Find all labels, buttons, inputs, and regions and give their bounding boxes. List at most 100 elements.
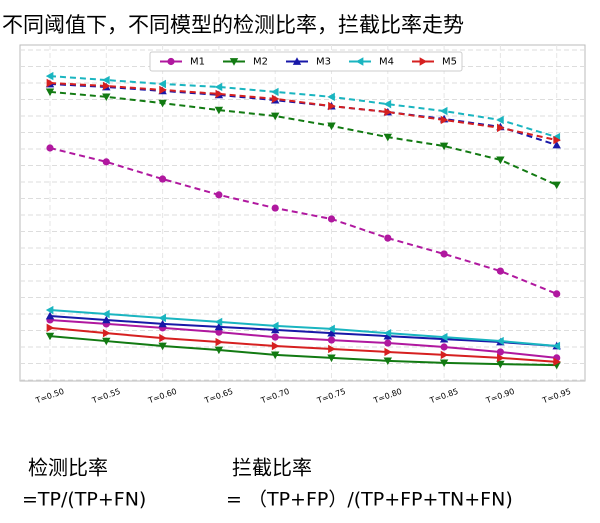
data-point [271, 351, 280, 360]
data-point [327, 92, 335, 102]
data-point [383, 357, 392, 366]
data-point [439, 332, 448, 342]
series-detection [46, 78, 561, 145]
series-interception [46, 323, 561, 367]
data-point [271, 325, 280, 334]
data-point [46, 144, 54, 152]
data-point [439, 142, 449, 151]
data-point [159, 85, 167, 95]
data-point [355, 57, 364, 66]
legend: M1 M2 M3 M4 M5 [149, 51, 463, 72]
annotation-label: 检测比率 [28, 456, 108, 480]
data-point [102, 328, 111, 338]
chart-title: 不同阈值下，不同模型的检测比率，拦截比率走势 [2, 13, 464, 37]
annotation-label: 拦截比率 [232, 456, 312, 480]
data-point [496, 336, 504, 346]
data-point [439, 106, 448, 116]
data-point [46, 78, 55, 88]
plot-frame [19, 44, 586, 382]
series-detection [45, 88, 561, 190]
data-point [497, 123, 505, 133]
data-point [328, 101, 336, 111]
plot-lines [45, 71, 561, 370]
line [49, 318, 557, 359]
data-point [327, 328, 336, 337]
data-point [327, 354, 336, 363]
data-point [271, 321, 279, 331]
data-point [497, 353, 505, 363]
data-point [214, 82, 223, 92]
series-detection [46, 144, 561, 298]
data-point [383, 331, 392, 340]
series-interception [45, 332, 561, 370]
data-point [102, 158, 110, 166]
line [49, 147, 558, 295]
data-point [159, 175, 167, 183]
data-point [271, 112, 280, 121]
data-point [383, 328, 392, 338]
data-point [102, 81, 111, 91]
data-point [439, 359, 449, 368]
data-point [45, 88, 55, 97]
data-point [327, 336, 336, 344]
legend-label: M4 [379, 57, 394, 68]
data-point [102, 315, 111, 324]
data-point [167, 57, 175, 66]
data-point [384, 347, 392, 357]
line [49, 309, 557, 348]
data-point [45, 311, 55, 320]
data-point [45, 305, 54, 315]
data-point [327, 324, 335, 334]
legend-label: M5 [442, 57, 457, 68]
data-point [271, 333, 279, 341]
data-point [440, 350, 449, 360]
data-point [102, 337, 111, 346]
series-interception [45, 305, 561, 351]
data-point [45, 332, 55, 341]
data-point [158, 79, 166, 89]
data-point [102, 309, 110, 319]
data-point [384, 339, 392, 347]
line [49, 335, 557, 367]
data-point [496, 267, 504, 275]
data-point [552, 140, 561, 149]
data-point [327, 122, 336, 131]
data-point [440, 343, 448, 351]
data-point [102, 75, 110, 85]
data-point [46, 323, 55, 333]
data-point [383, 99, 392, 109]
data-point [271, 204, 279, 212]
data-point [328, 344, 336, 354]
line [49, 90, 558, 186]
data-point [384, 107, 392, 117]
annotations: 检测比率 =TP/(TP+FN) 拦截比率 = （TP+FP）/(TP+FP+TN+F… [22, 456, 513, 511]
legend-label: M1 [190, 57, 205, 68]
data-point [496, 156, 505, 165]
data-point [553, 135, 561, 145]
data-point [45, 71, 54, 81]
data-point [271, 87, 279, 97]
data-point [553, 290, 561, 298]
data-point [419, 57, 428, 66]
data-point [496, 360, 505, 369]
data-point [292, 57, 302, 65]
data-point [215, 191, 223, 199]
data-point [440, 115, 449, 125]
data-point [215, 337, 224, 347]
data-point [229, 58, 239, 66]
data-point [102, 93, 111, 102]
line [49, 326, 557, 363]
annotation-formula: = （TP+FP）/(TP+FP+TN+FN) [226, 489, 513, 511]
data-point [158, 342, 167, 351]
data-point [496, 348, 504, 356]
line [49, 314, 557, 348]
data-point [440, 250, 448, 258]
data-point [158, 313, 166, 323]
legend-label: M2 [253, 57, 268, 68]
data-point [553, 357, 561, 367]
legend-label: M3 [316, 57, 331, 68]
series-detection [45, 71, 561, 142]
data-point [214, 106, 224, 115]
